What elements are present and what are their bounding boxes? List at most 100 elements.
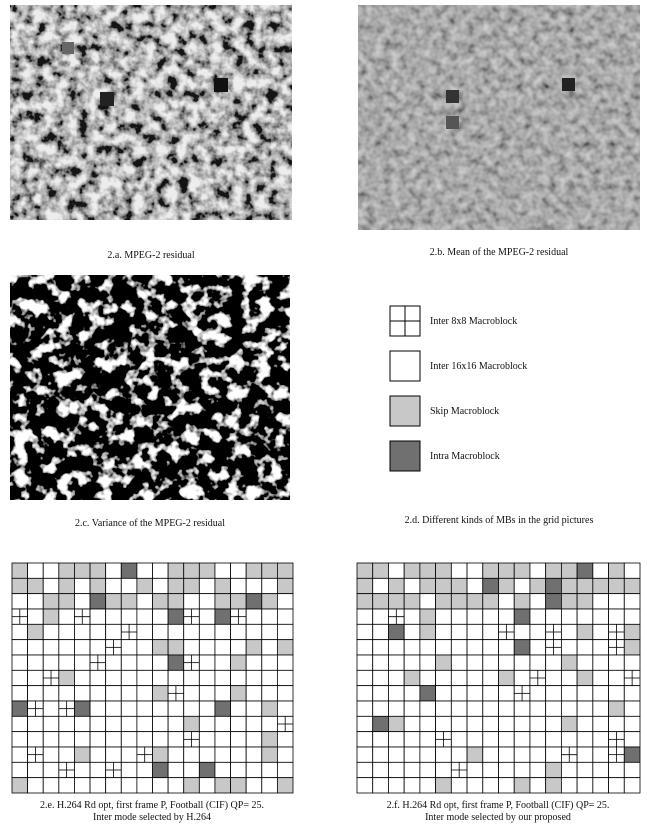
macroblock (403, 700, 421, 717)
macroblock (11, 685, 29, 702)
macroblock (466, 654, 484, 671)
macroblock (608, 562, 625, 579)
macroblock (120, 608, 138, 625)
macroblock (136, 623, 153, 641)
macroblock (435, 777, 452, 794)
macroblock (372, 593, 389, 610)
macroblock (592, 715, 609, 733)
macroblock (403, 562, 421, 579)
macroblock (356, 639, 374, 656)
macroblock (450, 562, 468, 579)
caption: 2.e. H.264 Rd opt, first frame P, Footba… (40, 800, 264, 811)
macroblock (120, 761, 138, 779)
macroblock (136, 577, 153, 595)
macroblock (435, 746, 452, 763)
macroblock (230, 777, 247, 794)
macroblock (167, 777, 185, 794)
macroblock (89, 669, 107, 687)
macroblock (230, 623, 247, 641)
macroblock (513, 700, 531, 717)
macroblock (105, 562, 122, 579)
macroblock (576, 593, 594, 610)
macroblock (482, 639, 499, 656)
macroblock (42, 777, 60, 794)
macroblock (623, 639, 641, 656)
macroblock (388, 654, 405, 671)
macroblock (42, 654, 60, 671)
macroblock (245, 715, 263, 733)
macroblock (498, 577, 515, 595)
macroblock (466, 593, 484, 610)
macroblock (276, 593, 294, 610)
macroblock (388, 562, 405, 579)
macroblock (608, 608, 625, 625)
macroblock (245, 700, 263, 717)
macroblock (105, 654, 122, 671)
macroblock (608, 715, 625, 733)
macroblock (230, 577, 247, 595)
macroblock (403, 746, 421, 763)
legend: Inter 8x8 Macroblock Inter 16x16 Macrobl… (389, 305, 527, 472)
macroblock (183, 669, 200, 687)
macroblock (466, 715, 484, 733)
macroblock (592, 577, 609, 595)
macroblock (167, 608, 185, 625)
macroblock (435, 715, 452, 733)
macroblock (482, 761, 499, 779)
macroblock (230, 700, 247, 717)
macroblock (576, 731, 594, 748)
macroblock (136, 654, 153, 671)
macroblock (356, 761, 374, 779)
macroblock (388, 700, 405, 717)
macroblock (419, 715, 437, 733)
macroblock (545, 577, 562, 595)
macroblock (183, 715, 200, 733)
macroblock (372, 700, 389, 717)
macroblock (388, 715, 405, 733)
macroblock (419, 593, 437, 610)
macroblock (89, 577, 107, 595)
macroblock (198, 685, 216, 702)
block (100, 92, 114, 106)
macroblock (356, 593, 374, 610)
macroblock (560, 777, 578, 794)
macroblock (183, 577, 200, 595)
macroblock (466, 700, 484, 717)
macroblock (27, 623, 44, 641)
macroblock (167, 623, 185, 641)
macroblock (419, 608, 437, 625)
macroblock (27, 593, 44, 610)
macroblock (623, 608, 641, 625)
macroblock (58, 593, 75, 610)
macroblock (120, 669, 138, 687)
macroblock (276, 577, 294, 595)
macroblock (608, 777, 625, 794)
macroblock (74, 654, 91, 671)
macroblock (388, 669, 405, 687)
macroblock (245, 623, 263, 641)
macroblock (261, 731, 278, 748)
macroblock (435, 685, 452, 702)
macroblock (450, 654, 468, 671)
macroblock (513, 715, 531, 733)
macroblock (576, 746, 594, 763)
macroblock (261, 608, 278, 625)
macroblock (120, 685, 138, 702)
macroblock (276, 623, 294, 641)
macroblock (529, 608, 547, 625)
macroblock (623, 654, 641, 671)
macroblock (74, 761, 91, 779)
macroblock (198, 593, 216, 610)
macroblock (276, 746, 294, 763)
macroblock (545, 761, 562, 779)
macroblock (388, 639, 405, 656)
macroblock (42, 593, 60, 610)
macroblock (623, 700, 641, 717)
macroblock (42, 562, 60, 579)
macroblock (261, 700, 278, 717)
macroblock (513, 593, 531, 610)
macroblock (560, 654, 578, 671)
macroblock (27, 639, 44, 656)
macroblock (245, 562, 263, 579)
macroblock (498, 593, 515, 610)
